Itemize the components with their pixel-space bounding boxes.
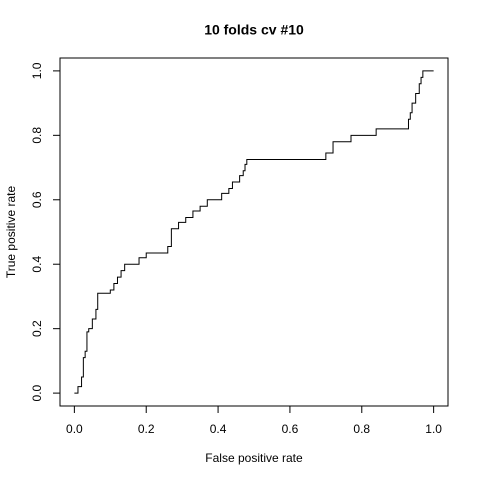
x-tick-label: 0.4 (210, 422, 227, 436)
x-axis-label: False positive rate (205, 451, 303, 465)
x-tick-label: 0.0 (66, 422, 83, 436)
x-tick-label: 0.8 (353, 422, 370, 436)
x-tick-label: 1.0 (425, 422, 442, 436)
roc-curve (74, 70, 434, 394)
x-tick-label: 0.6 (282, 422, 299, 436)
y-tick-label: 1.0 (30, 62, 44, 79)
y-tick-label: 0.0 (30, 384, 44, 401)
y-tick-label: 0.2 (30, 320, 44, 337)
plot-frame (59, 57, 449, 407)
chart-title: 10 folds cv #10 (204, 22, 304, 38)
y-tick-label: 0.6 (30, 191, 44, 208)
y-axis-label: True positive rate (4, 186, 18, 279)
y-tick-label: 0.4 (30, 256, 44, 273)
y-tick-label: 0.8 (30, 127, 44, 144)
x-tick-label: 0.2 (138, 422, 155, 436)
